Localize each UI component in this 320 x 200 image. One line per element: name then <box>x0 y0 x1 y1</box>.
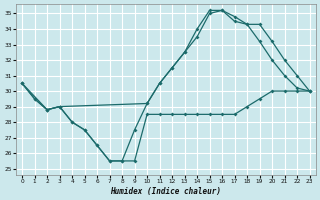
X-axis label: Humidex (Indice chaleur): Humidex (Indice chaleur) <box>110 187 221 196</box>
